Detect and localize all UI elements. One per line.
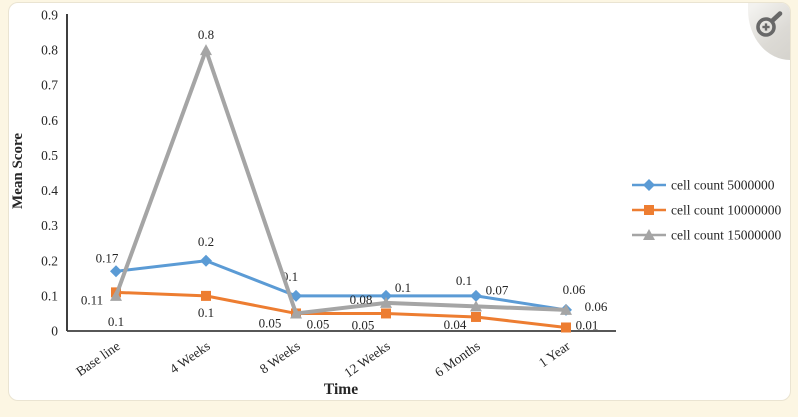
- data-label: 0.1: [108, 314, 124, 329]
- y-tick-label: 0.6: [41, 113, 58, 128]
- data-point-marker: [200, 44, 212, 56]
- data-label: 0.1: [198, 305, 214, 320]
- data-point-marker: [380, 289, 392, 302]
- x-category-labels: Base line 4 Weeks 8 Weeks 12 Weeks 6 Months 1…: [73, 338, 573, 381]
- legend-item: cell count 5000000: [632, 178, 775, 193]
- legend-label: cell count 15000000: [671, 228, 781, 243]
- data-point-marker: [380, 296, 392, 308]
- legend-label: cell count 10000000: [671, 203, 781, 218]
- y-tick-label: 0.8: [41, 43, 58, 58]
- series-cell-count-15000000: 0.1 0.8 0.05 0.08 0.07 0.06: [108, 27, 608, 331]
- data-label: 0.08: [350, 292, 373, 307]
- x-category-label: 6 Months: [432, 338, 483, 380]
- data-label: 0.11: [81, 292, 103, 307]
- legend-marker: [644, 205, 654, 215]
- y-tick-label: 0.5: [41, 148, 58, 163]
- series-line: [115, 290, 567, 329]
- y-axis-title: Mean Score: [10, 133, 26, 209]
- series-cell-count-10000000: 0.11 0.1 0.05 0.05 0.04 0.01: [81, 287, 599, 333]
- y-tick-label: 0.4: [41, 183, 58, 198]
- data-point-marker: [290, 307, 302, 319]
- data-point-marker: [110, 289, 122, 301]
- y-tick-label: 0.7: [41, 78, 58, 93]
- series-line: [114, 48, 567, 316]
- data-label: 0.17: [96, 250, 119, 265]
- y-tick-label: 0: [51, 324, 58, 339]
- data-point-marker: [201, 290, 211, 301]
- figure-card: 0 0.1 0.2 0.3 0.4 0.5 0.6 0.7 0.8 0.9 Mean Score Ti…: [8, 2, 791, 401]
- data-point-marker: [470, 289, 482, 302]
- legend-marker: [643, 229, 655, 240]
- legend-marker: [643, 179, 655, 191]
- data-point-marker: [200, 254, 212, 267]
- chart-canvas: 0 0.1 0.2 0.3 0.4 0.5 0.6 0.7 0.8 0.9 Mean Score Ti…: [10, 8, 781, 399]
- series-cell-count-5000000: 0.170.20.10.1 0.10.06: [96, 234, 586, 316]
- data-label: 0.06: [563, 282, 586, 297]
- data-label: 0.06: [585, 299, 608, 314]
- magnifier-plus-icon: [756, 11, 783, 37]
- data-label: 0.07: [486, 282, 509, 297]
- data-point-marker: [471, 311, 481, 322]
- data-point-marker: [110, 265, 122, 278]
- data-label: 0.1: [395, 280, 411, 295]
- y-tick-label: 0.3: [41, 218, 58, 233]
- y-tick-labels: 0 0.1 0.2 0.3 0.4 0.5 0.6 0.7 0.8 0.9: [41, 8, 58, 339]
- x-category-label: 12 Weeks: [341, 338, 392, 380]
- x-category-label: 8 Weeks: [257, 338, 303, 376]
- legend-item: cell count 15000000: [632, 228, 781, 243]
- data-label: 0.2: [198, 234, 214, 249]
- y-tick-label: 0.9: [41, 8, 58, 23]
- data-point-marker: [560, 303, 572, 315]
- data-label: 0.05: [307, 316, 330, 331]
- data-label: 0.1: [456, 273, 472, 288]
- x-category-label: 4 Weeks: [167, 338, 213, 376]
- legend-item: cell count 10000000: [632, 203, 781, 218]
- x-category-label: Base line: [73, 338, 122, 379]
- data-label: 0.05: [259, 315, 282, 330]
- y-tick-label: 0.1: [41, 288, 58, 303]
- x-category-label: 1 Year: [536, 338, 573, 370]
- data-label: 0.05: [352, 317, 375, 332]
- y-tick-label: 0.2: [41, 253, 58, 268]
- data-point-marker: [381, 308, 391, 319]
- series-line: [115, 259, 567, 312]
- data-label: 0.8: [198, 27, 214, 42]
- data-label: 0.04: [444, 317, 467, 332]
- legend: cell count 5000000 cell count 10000000 cel…: [632, 178, 781, 243]
- legend-label: cell count 5000000: [671, 178, 775, 193]
- x-axis-title: Time: [324, 381, 358, 398]
- data-point-marker: [470, 300, 482, 312]
- data-point-marker: [561, 322, 571, 333]
- data-label: 0.01: [576, 317, 599, 332]
